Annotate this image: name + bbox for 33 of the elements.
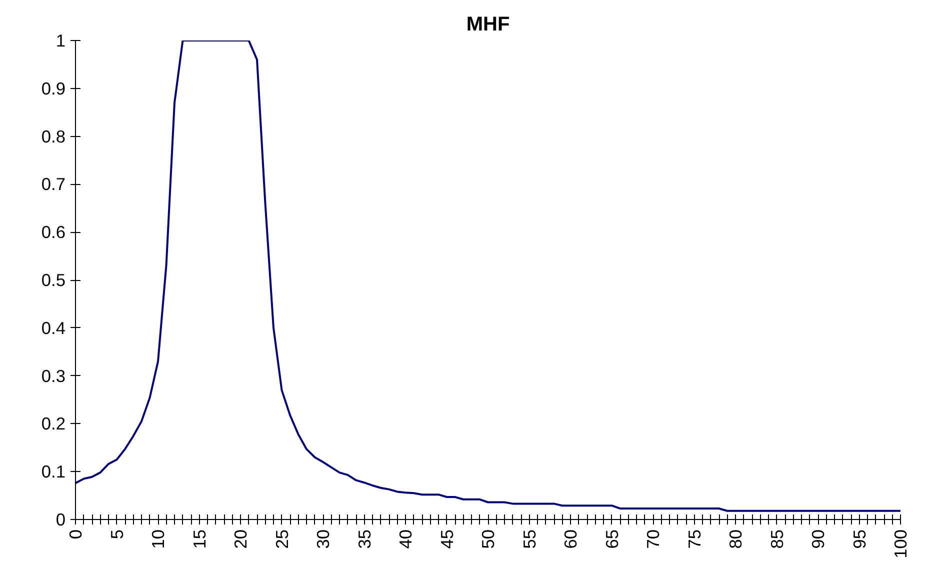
y-tick-label: 0.6 [41,222,66,242]
x-tick-label: 60 [560,529,580,549]
x-tick-label: 30 [313,529,333,549]
y-tick-label: 0.7 [41,174,66,194]
x-tick-label: 35 [354,529,374,549]
x-tick-label: 10 [148,529,168,549]
x-tick-label: 85 [766,529,787,549]
x-tick-label: 45 [436,529,457,549]
x-tick-label: 0 [66,529,86,540]
x-tick-label: 55 [519,529,540,549]
x-tick-label: 80 [726,529,746,549]
y-tick-label: 0.9 [41,78,66,98]
x-tick-label: 25 [272,529,292,549]
x-tick-label: 95 [849,529,870,549]
x-tick-label: 65 [602,529,622,549]
x-tick-label: 15 [189,529,210,549]
x-tick-label: 100 [890,529,910,558]
y-tick-label: 0.8 [41,126,66,146]
y-tick-label: 0.5 [41,270,66,290]
x-tick-label: 70 [643,529,663,549]
line-series [76,40,900,512]
y-tick-label: 0.3 [41,366,66,386]
x-tick-label: 75 [684,529,704,549]
x-tick-label: 5 [106,529,127,540]
x-tick-label: 50 [478,529,498,549]
x-tick-label: 40 [396,529,416,549]
y-tick-label: 0.1 [41,462,66,482]
x-tick-label: 90 [808,529,828,549]
x-tick-label: 20 [230,529,250,549]
y-tick-label: 1 [56,30,66,50]
chart-title: MHF [466,14,510,36]
y-tick-label: 0.4 [41,318,66,338]
y-tick-label: 0.2 [41,414,66,434]
